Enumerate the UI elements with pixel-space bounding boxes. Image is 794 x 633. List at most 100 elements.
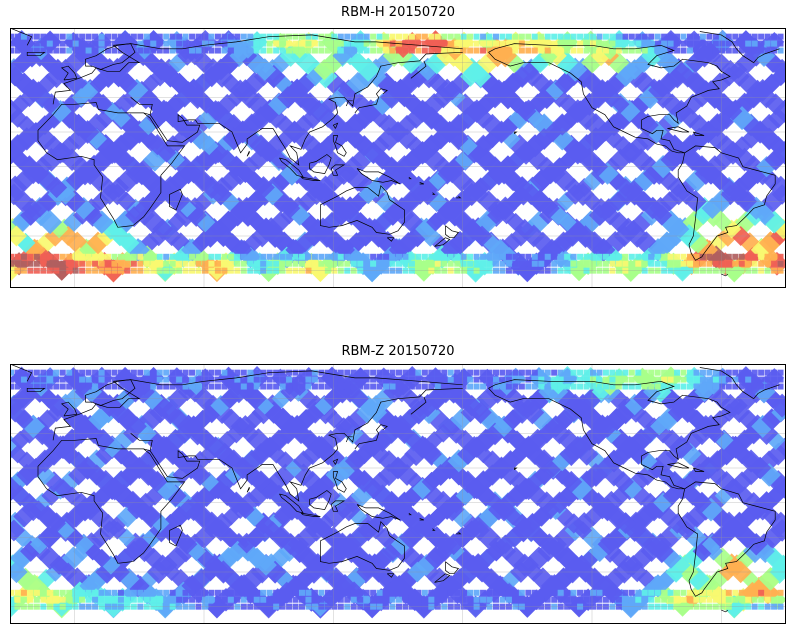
- swath-cell: [674, 589, 681, 596]
- swath-cell: [79, 376, 86, 383]
- swath-cell: [518, 253, 525, 260]
- swath-cell: [182, 33, 189, 40]
- swath-cell: [745, 369, 752, 376]
- swath-cell: [88, 505, 111, 528]
- swath-cell: [525, 47, 532, 54]
- coastline: [432, 192, 436, 195]
- swath-cell: [79, 47, 86, 54]
- swath-cell: [59, 260, 66, 267]
- swath-cell: [699, 589, 706, 596]
- swath-cell: [525, 596, 532, 603]
- coastline: [332, 471, 347, 493]
- swath-cell: [30, 199, 49, 218]
- coastline: [169, 524, 183, 547]
- swath-cell: [169, 47, 176, 54]
- swath-cell: [311, 33, 318, 40]
- swath-cell: [415, 33, 422, 40]
- swath-cell: [305, 513, 325, 534]
- swath-cell: [163, 596, 170, 603]
- swath-cell: [98, 394, 121, 417]
- swath-cell: [396, 47, 402, 54]
- swath-cell: [527, 149, 549, 171]
- swath-cell: [117, 376, 124, 383]
- swath-cell: [526, 428, 550, 452]
- swath-cell: [46, 376, 53, 383]
- swath-cell: [712, 383, 719, 390]
- swath-cell: [732, 589, 739, 596]
- swath-cell: [486, 44, 509, 68]
- swath-cell: [628, 596, 635, 603]
- swath-cell: [130, 376, 137, 383]
- swath-cell: [370, 444, 390, 464]
- swath-cell: [137, 260, 144, 267]
- swath-cell: [745, 376, 752, 383]
- swath-cell: [441, 369, 448, 376]
- swath-cell: [693, 589, 700, 596]
- swath-cell: [20, 40, 27, 47]
- swath-cell: [564, 178, 584, 197]
- swath-cell: [311, 260, 318, 267]
- swath-cell: [434, 40, 441, 47]
- swath-cell: [505, 484, 529, 508]
- swath-cell: [602, 33, 609, 40]
- swath-cell: [434, 383, 441, 390]
- coastline: [332, 135, 347, 157]
- swath-cell: [397, 451, 417, 471]
- coastline: [356, 504, 401, 521]
- swath-cell: [764, 383, 771, 390]
- swath-cell: [665, 444, 684, 464]
- swath-cell: [577, 40, 584, 47]
- swath-cell: [693, 369, 700, 376]
- swath-cell: [661, 376, 668, 383]
- swath-cell: [635, 33, 642, 40]
- swath-cell: [240, 113, 264, 137]
- swath-cell: [486, 369, 493, 376]
- swath-cell: [169, 383, 176, 390]
- swath-cell: [505, 589, 512, 596]
- swath-cell: [66, 596, 73, 603]
- swath-cell: [648, 369, 655, 376]
- swath-cell: [667, 369, 674, 376]
- swath-cell: [699, 376, 706, 383]
- swath-cell: [712, 369, 719, 376]
- swath-cell: [124, 383, 131, 390]
- swath-cell: [512, 33, 519, 40]
- swath-cell: [758, 47, 765, 54]
- swath-cell: [611, 95, 630, 114]
- swath-cell: [428, 589, 435, 596]
- swath-cell: [421, 40, 428, 47]
- swath-cell: [320, 429, 342, 451]
- swath-cell: [602, 383, 609, 390]
- swath-cell: [376, 383, 383, 390]
- swath-cell: [286, 415, 308, 437]
- coastline: [332, 458, 339, 465]
- coastline: [330, 500, 346, 512]
- swath-cell: [305, 383, 312, 390]
- swath-cell: [725, 253, 732, 260]
- swath-cell: [596, 589, 603, 596]
- swath-cell: [403, 93, 424, 115]
- swath-cell: [764, 33, 771, 40]
- swath-cell: [525, 589, 532, 596]
- swath-cell: [61, 546, 85, 570]
- swath-cell: [512, 260, 519, 267]
- swath-cell: [502, 72, 524, 95]
- swath-cell: [370, 253, 377, 260]
- swath-cell: [10, 108, 28, 128]
- swath-cell: [642, 534, 663, 555]
- swath-cell: [253, 383, 260, 390]
- swath-cell: [738, 589, 745, 596]
- swath-cell: [195, 33, 202, 40]
- swath-cell: [376, 376, 383, 383]
- coastline: [488, 388, 685, 490]
- swath-cell: [771, 58, 786, 81]
- swath-cell: [577, 383, 584, 390]
- swath-cell: [447, 40, 454, 47]
- swath-cell: [130, 40, 137, 47]
- swath-cell: [557, 260, 564, 267]
- swath-cell: [221, 253, 228, 260]
- swath-cell: [447, 376, 454, 383]
- swath-cell: [450, 505, 473, 528]
- swath-cell: [771, 369, 778, 376]
- swath-cell: [376, 507, 396, 527]
